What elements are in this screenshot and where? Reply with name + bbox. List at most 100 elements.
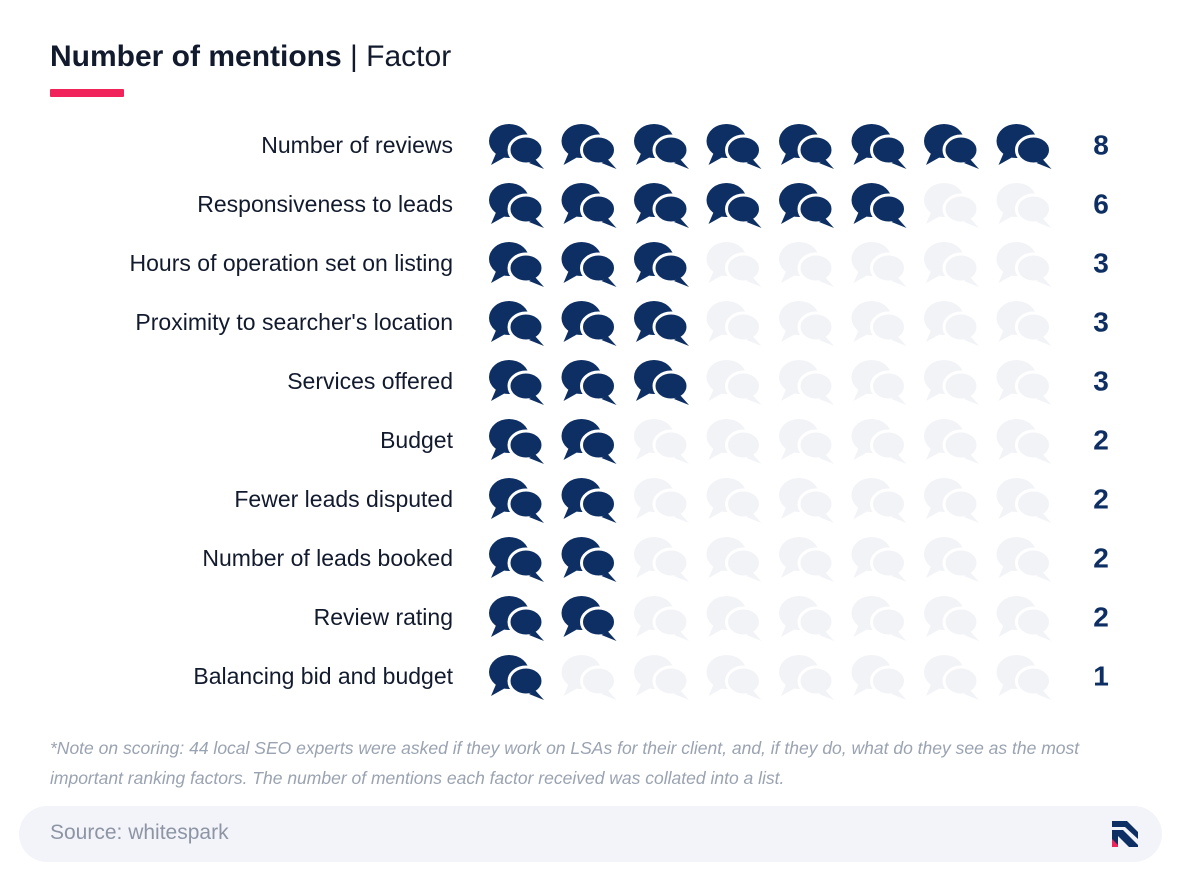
speech-bubbles-icon-empty bbox=[924, 655, 980, 700]
speech-bubbles-icon-filled bbox=[561, 301, 617, 346]
speech-bubbles-icon-empty bbox=[851, 537, 907, 582]
speech-bubbles-icon-filled bbox=[489, 242, 545, 287]
speech-bubbles-icon-filled bbox=[489, 655, 545, 700]
category-label: Services offered bbox=[287, 368, 453, 394]
speech-bubbles-icon-filled bbox=[706, 124, 762, 169]
speech-bubbles-icon-filled bbox=[779, 124, 835, 169]
speech-bubbles-icon-empty bbox=[779, 537, 835, 582]
speech-bubbles-icon-empty bbox=[996, 183, 1052, 228]
speech-bubbles-icon-empty bbox=[924, 242, 980, 287]
speech-bubbles-icon-filled bbox=[924, 124, 980, 169]
speech-bubbles-icon-empty bbox=[851, 360, 907, 405]
speech-bubbles-icon-empty bbox=[634, 655, 690, 700]
speech-bubbles-icon-empty bbox=[634, 478, 690, 523]
chart-row: Hours of operation set on listing 3 bbox=[130, 242, 1109, 287]
chart-row: Number of leads booked 2 bbox=[202, 537, 1109, 582]
speech-bubbles-icon-empty bbox=[779, 655, 835, 700]
value-label: 6 bbox=[1093, 189, 1109, 220]
category-label: Number of reviews bbox=[261, 132, 453, 158]
chart-row: Review rating 2 bbox=[314, 596, 1109, 641]
speech-bubbles-icon-empty bbox=[996, 419, 1052, 464]
value-label: 3 bbox=[1093, 248, 1109, 279]
chart-row: Fewer leads disputed 2 bbox=[234, 478, 1109, 523]
speech-bubbles-icon-empty bbox=[851, 242, 907, 287]
speech-bubbles-icon-empty bbox=[706, 478, 762, 523]
speech-bubbles-icon-filled bbox=[634, 183, 690, 228]
speech-bubbles-icon-filled bbox=[489, 183, 545, 228]
title-separator: | bbox=[350, 40, 358, 73]
category-label: Review rating bbox=[314, 604, 453, 630]
speech-bubbles-icon-empty bbox=[851, 596, 907, 641]
source-text: Source: whitespark bbox=[50, 821, 229, 844]
speech-bubbles-icon-empty bbox=[996, 596, 1052, 641]
speech-bubbles-icon-empty bbox=[706, 360, 762, 405]
speech-bubbles-icon-empty bbox=[924, 419, 980, 464]
speech-bubbles-icon-empty bbox=[924, 301, 980, 346]
speech-bubbles-icon-empty bbox=[706, 301, 762, 346]
speech-bubbles-icon-empty bbox=[924, 360, 980, 405]
value-label: 8 bbox=[1093, 130, 1109, 161]
speech-bubbles-icon-empty bbox=[561, 655, 617, 700]
speech-bubbles-icon-empty bbox=[996, 242, 1052, 287]
speech-bubbles-icon-empty bbox=[779, 301, 835, 346]
speech-bubbles-icon-empty bbox=[924, 183, 980, 228]
speech-bubbles-icon-empty bbox=[851, 655, 907, 700]
speech-bubbles-icon-filled bbox=[634, 242, 690, 287]
speech-bubbles-icon-filled bbox=[489, 301, 545, 346]
speech-bubbles-icon-empty bbox=[706, 537, 762, 582]
speech-bubbles-icon-filled bbox=[851, 183, 907, 228]
value-label: 1 bbox=[1093, 661, 1109, 692]
speech-bubbles-icon-filled bbox=[706, 183, 762, 228]
speech-bubbles-icon-empty bbox=[779, 242, 835, 287]
speech-bubbles-icon-empty bbox=[851, 301, 907, 346]
value-label: 2 bbox=[1093, 543, 1109, 574]
category-label: Budget bbox=[380, 427, 454, 453]
speech-bubbles-icon-filled bbox=[561, 419, 617, 464]
speech-bubbles-icon-empty bbox=[706, 242, 762, 287]
speech-bubbles-icon-empty bbox=[779, 419, 835, 464]
speech-bubbles-icon-empty bbox=[706, 419, 762, 464]
speech-bubbles-icon-empty bbox=[851, 478, 907, 523]
chart-row: Balancing bid and budget 1 bbox=[193, 655, 1109, 700]
speech-bubbles-icon-empty bbox=[996, 537, 1052, 582]
chart-row: Budget 2 bbox=[380, 419, 1109, 464]
speech-bubbles-icon-empty bbox=[996, 360, 1052, 405]
speech-bubbles-icon-filled bbox=[489, 419, 545, 464]
speech-bubbles-icon-filled bbox=[489, 124, 545, 169]
speech-bubbles-icon-empty bbox=[634, 419, 690, 464]
chart-row: Proximity to searcher's location 3 bbox=[135, 301, 1109, 346]
speech-bubbles-icon-empty bbox=[851, 419, 907, 464]
speech-bubbles-icon-filled bbox=[851, 124, 907, 169]
value-label: 3 bbox=[1093, 307, 1109, 338]
title-bold: Number of mentions bbox=[50, 40, 342, 73]
speech-bubbles-icon-empty bbox=[706, 655, 762, 700]
whitespark-logo-icon bbox=[1112, 821, 1138, 847]
title-subtitle: Factor bbox=[366, 40, 452, 73]
speech-bubbles-icon-filled bbox=[779, 183, 835, 228]
speech-bubbles-icon-filled bbox=[561, 124, 617, 169]
speech-bubbles-icon-empty bbox=[779, 360, 835, 405]
speech-bubbles-icon-empty bbox=[706, 596, 762, 641]
speech-bubbles-icon-filled bbox=[489, 360, 545, 405]
speech-bubbles-icon-empty bbox=[634, 596, 690, 641]
speech-bubbles-icon-empty bbox=[996, 478, 1052, 523]
speech-bubbles-icon-empty bbox=[779, 596, 835, 641]
speech-bubbles-icon-filled bbox=[489, 537, 545, 582]
speech-bubbles-icon-filled bbox=[561, 242, 617, 287]
category-label: Proximity to searcher's location bbox=[135, 309, 453, 335]
speech-bubbles-icon-filled bbox=[634, 124, 690, 169]
speech-bubbles-icon-empty bbox=[779, 478, 835, 523]
pictograph-chart: Number of reviews 8 Responsiveness to lead… bbox=[130, 124, 1109, 700]
title-accent-bar bbox=[50, 89, 124, 97]
speech-bubbles-icon-filled bbox=[489, 596, 545, 641]
chart-title: Number of mentions | Factor bbox=[50, 40, 451, 74]
category-label: Balancing bid and budget bbox=[193, 663, 453, 689]
speech-bubbles-icon-empty bbox=[924, 478, 980, 523]
value-label: 3 bbox=[1093, 366, 1109, 397]
speech-bubbles-icon-filled bbox=[561, 596, 617, 641]
speech-bubbles-icon-empty bbox=[924, 537, 980, 582]
category-label: Fewer leads disputed bbox=[234, 486, 453, 512]
value-label: 2 bbox=[1093, 484, 1109, 515]
speech-bubbles-icon-filled bbox=[489, 478, 545, 523]
speech-bubbles-icon-filled bbox=[634, 360, 690, 405]
